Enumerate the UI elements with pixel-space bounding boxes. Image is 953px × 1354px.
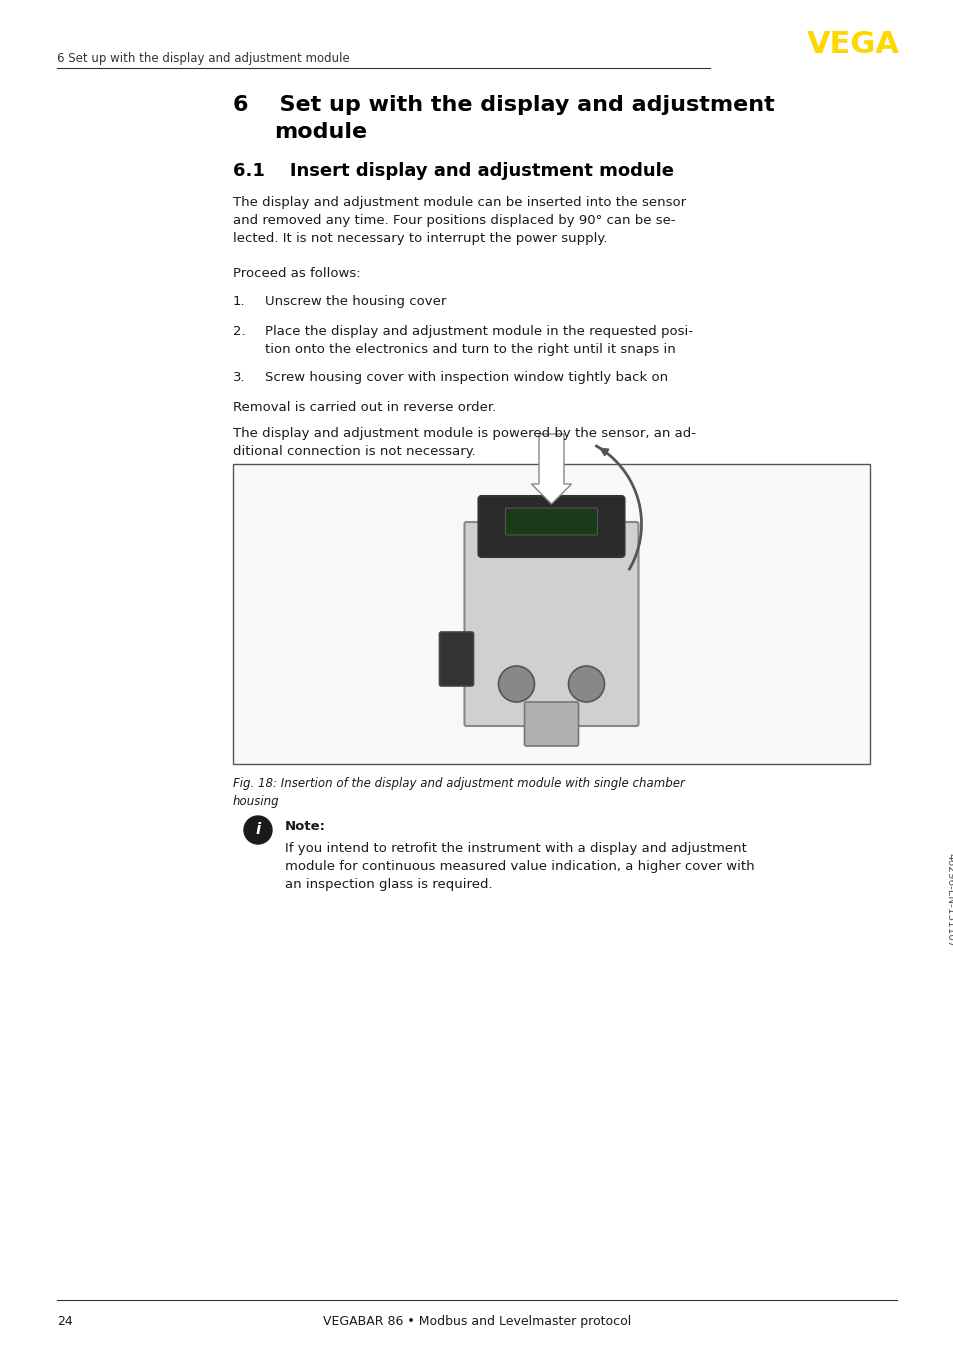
Text: Proceed as follows:: Proceed as follows: [233,267,360,280]
FancyBboxPatch shape [439,632,473,686]
Text: 6.1    Insert display and adjustment module: 6.1 Insert display and adjustment module [233,162,673,180]
Text: module: module [274,122,367,142]
Text: 46296-EN-131107: 46296-EN-131107 [944,853,953,948]
FancyBboxPatch shape [464,523,638,726]
Text: Fig. 18: Insertion of the display and adjustment module with single chamber
hous: Fig. 18: Insertion of the display and ad… [233,777,684,808]
Text: 2.: 2. [233,325,245,338]
Text: 3.: 3. [233,371,245,385]
FancyBboxPatch shape [524,701,578,746]
Text: 6 Set up with the display and adjustment module: 6 Set up with the display and adjustment… [57,51,350,65]
Text: The display and adjustment module is powered by the sensor, an ad-
ditional conn: The display and adjustment module is pow… [233,427,696,458]
Text: 24: 24 [57,1315,72,1328]
Text: The display and adjustment module can be inserted into the sensor
and removed an: The display and adjustment module can be… [233,196,685,245]
Text: VEGABAR 86 • Modbus and Levelmaster protocol: VEGABAR 86 • Modbus and Levelmaster prot… [322,1315,631,1328]
FancyArrow shape [531,435,571,504]
Text: Screw housing cover with inspection window tightly back on: Screw housing cover with inspection wind… [265,371,667,385]
Text: Removal is carried out in reverse order.: Removal is carried out in reverse order. [233,401,496,414]
Circle shape [568,666,604,701]
Text: 1.: 1. [233,295,245,307]
Text: Place the display and adjustment module in the requested posi-
tion onto the ele: Place the display and adjustment module … [265,325,692,356]
FancyBboxPatch shape [478,496,624,556]
Text: VEGA: VEGA [806,30,899,60]
FancyBboxPatch shape [505,508,597,535]
Text: If you intend to retrofit the instrument with a display and adjustment
module fo: If you intend to retrofit the instrument… [285,842,754,891]
Text: Unscrew the housing cover: Unscrew the housing cover [265,295,446,307]
Text: Note:: Note: [285,821,326,833]
Text: 6    Set up with the display and adjustment: 6 Set up with the display and adjustment [233,95,774,115]
Circle shape [244,816,272,844]
Text: i: i [255,822,260,838]
Circle shape [498,666,534,701]
Bar [233,464,869,764]
